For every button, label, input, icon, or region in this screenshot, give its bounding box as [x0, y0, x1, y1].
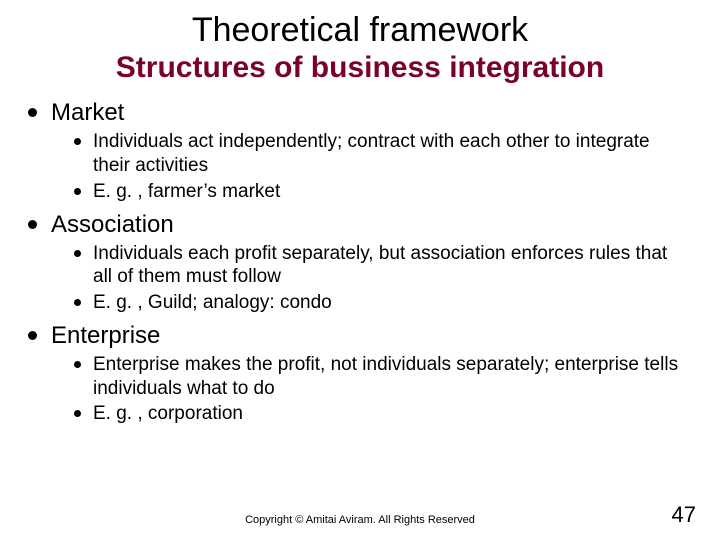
list-item: Association [28, 210, 692, 240]
list-item: Individuals each profit separately, but … [74, 242, 692, 290]
bullet-icon [74, 361, 81, 368]
list-item: Enterprise [28, 321, 692, 351]
section-heading: Market [51, 98, 124, 128]
bullet-icon [28, 331, 37, 340]
bullet-icon [28, 220, 37, 229]
list-item: E. g. , corporation [74, 402, 692, 426]
bullet-text: E. g. , corporation [93, 402, 243, 426]
bullet-text: Individuals each profit separately, but … [93, 242, 679, 290]
list-item: Market [28, 98, 692, 128]
bullet-icon [74, 299, 81, 306]
bullet-text: E. g. , farmer’s market [93, 180, 280, 204]
slide-title: Theoretical framework [28, 12, 692, 49]
copyright-footer: Copyright © Amitai Aviram. All Rights Re… [0, 514, 720, 526]
list-item: E. g. , farmer’s market [74, 180, 692, 204]
bullet-icon [74, 410, 81, 417]
section-heading: Association [51, 210, 174, 240]
bullet-text: E. g. , Guild; analogy: condo [93, 291, 332, 315]
bullet-text: Individuals act independently; contract … [93, 130, 679, 178]
list-item: Individuals act independently; contract … [74, 130, 692, 178]
bullet-icon [74, 138, 81, 145]
page-number: 47 [672, 502, 696, 528]
bullet-icon [74, 250, 81, 257]
bullet-icon [28, 108, 37, 117]
slide: Theoretical framework Structures of busi… [0, 0, 720, 540]
bullet-text: Enterprise makes the profit, not individ… [93, 353, 679, 401]
slide-subtitle: Structures of business integration [28, 51, 692, 84]
bullet-icon [74, 188, 81, 195]
bullet-list: Market Individuals act independently; co… [28, 98, 692, 426]
section-heading: Enterprise [51, 321, 160, 351]
list-item: Enterprise makes the profit, not individ… [74, 353, 692, 401]
list-item: E. g. , Guild; analogy: condo [74, 291, 692, 315]
